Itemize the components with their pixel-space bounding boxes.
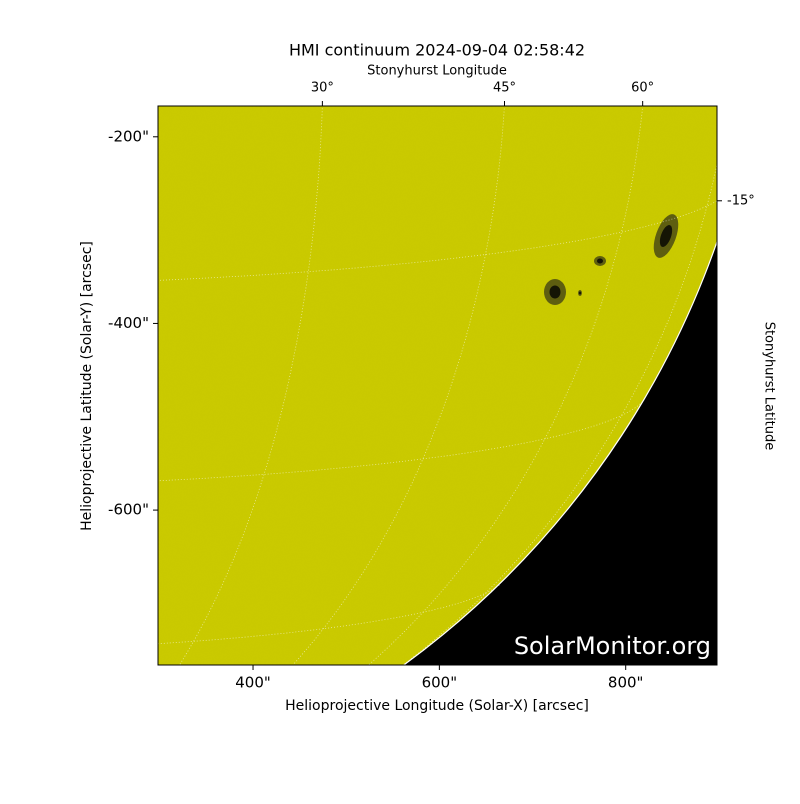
sunspot-umbra <box>597 258 603 264</box>
disk-texture <box>158 106 717 665</box>
axes-frame <box>157 105 718 666</box>
top-tick-label: 60° <box>631 81 654 96</box>
right-tick-label: -15° <box>727 193 755 208</box>
top-tick-label: 45° <box>493 81 516 96</box>
chart-title: HMI continuum 2024-09-04 02:58:42 <box>289 41 585 60</box>
watermark: SolarMonitor.org <box>514 632 711 660</box>
x-axis-label: Helioprojective Longitude (Solar-X) [arc… <box>285 698 589 714</box>
top-tick-label: 30° <box>311 81 334 96</box>
top-axis-label: Stonyhurst Longitude <box>367 64 507 79</box>
latitude-line <box>158 398 646 482</box>
latitude-line <box>0 725 312 768</box>
plot-area <box>0 106 717 768</box>
x-tick-label: 600" <box>422 674 458 692</box>
x-tick-label: 800" <box>608 674 644 692</box>
sunspot-umbra <box>579 291 581 295</box>
y-tick-label: -600" <box>108 501 149 519</box>
sunspot-umbra <box>659 225 673 247</box>
y-axis-label: Helioprojective Latitude (Solar-Y) [arcs… <box>79 241 95 531</box>
sunspot-umbra <box>549 285 561 299</box>
x-tick-label: 400" <box>235 674 271 692</box>
y-tick-label: -400" <box>108 314 149 332</box>
right-axis-label: Stonyhurst Latitude <box>762 322 777 451</box>
y-tick-label: -200" <box>108 127 149 145</box>
